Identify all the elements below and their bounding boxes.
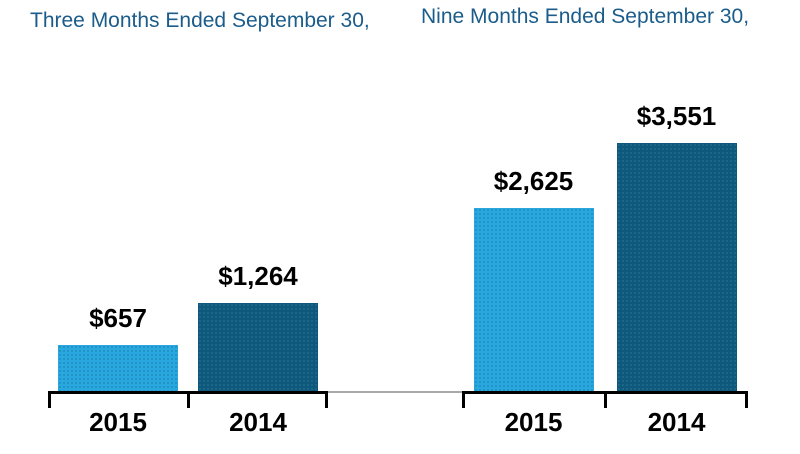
bar-value-label: $657 (89, 303, 147, 333)
x-axis-category-label: 2014 (647, 407, 706, 437)
x-axis-category-label: 2014 (229, 407, 287, 437)
bar-2015 (473, 208, 594, 391)
chart-title-three-months: Three Months Ended September 30, (30, 9, 370, 32)
plot-area-three-months: $657 2015 $1,264 2014 (48, 0, 328, 454)
axis-tick (325, 391, 328, 408)
x-axis-category-label: 2015 (504, 407, 563, 437)
chart-title-nine-months: Nine Months Ended September 30, (421, 5, 750, 28)
x-axis-category-label: 2015 (89, 407, 147, 437)
bar-value-label: $2,625 (493, 166, 574, 196)
axis-tick (603, 391, 607, 408)
axis-tick (48, 391, 51, 408)
axis-tick (462, 391, 465, 408)
plot-area-nine-months: $2,625 2015 $3,551 2014 (462, 0, 748, 454)
bar-value-label: $1,264 (218, 261, 298, 291)
bar-2014 (198, 303, 318, 391)
bar-value-label: $3,551 (636, 101, 717, 131)
axis-tick (745, 391, 748, 408)
bar-2014 (616, 143, 737, 391)
bar-2015 (58, 345, 178, 391)
axis-connector-line (328, 391, 462, 393)
axis-tick (186, 391, 190, 408)
